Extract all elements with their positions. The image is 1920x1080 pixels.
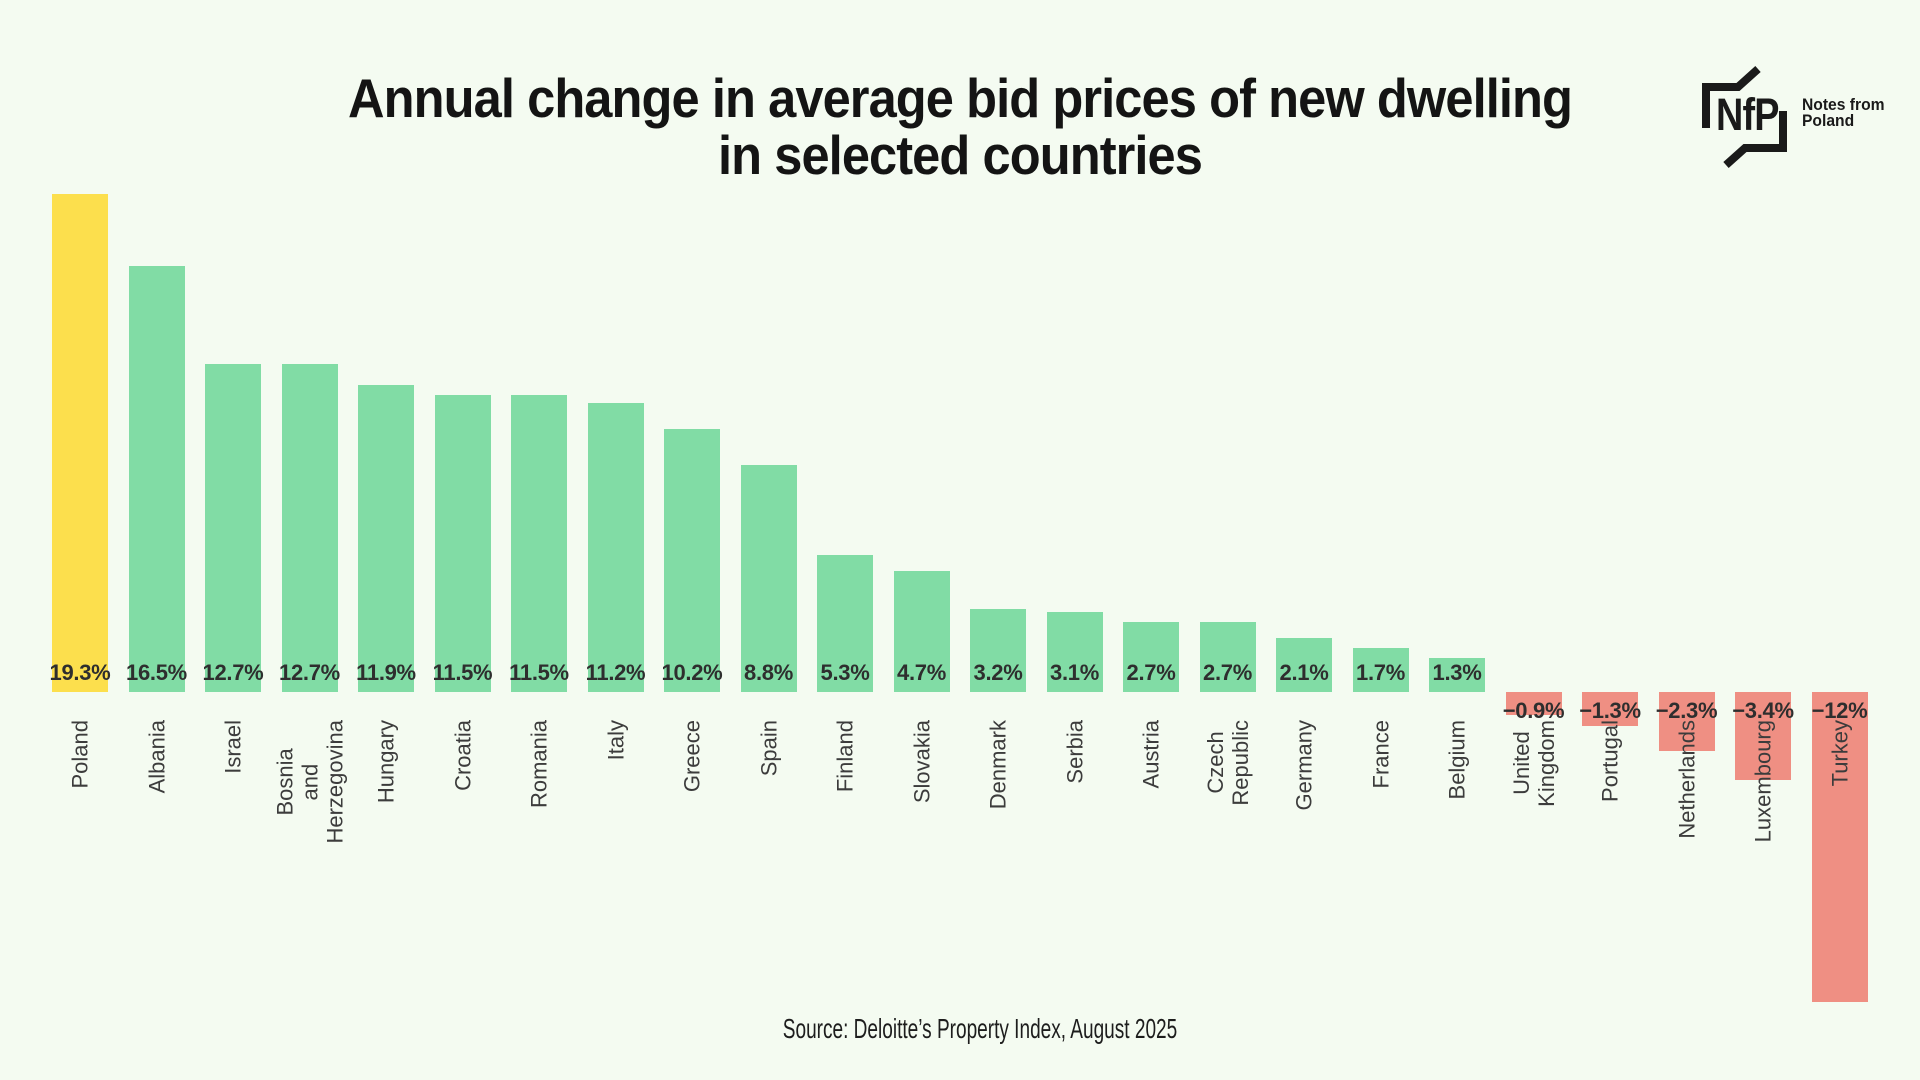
bar-albania — [128, 266, 185, 692]
bar-value-label-france: 1.7% — [1356, 660, 1405, 685]
bar-netherlands — [1658, 692, 1715, 751]
bar-value-label-luxembourg: −3.4% — [1732, 698, 1794, 723]
axis-label-poland: Poland — [67, 720, 93, 789]
axis-label-czech-republic: Czech Republic — [1202, 720, 1253, 806]
bar-value-label-austria: 2.7% — [1126, 660, 1176, 685]
axis-label-greece: Greece — [679, 720, 705, 793]
bar-israel — [205, 364, 261, 692]
axis-label-serbia: Serbia — [1062, 720, 1087, 784]
bar-romania — [511, 395, 567, 692]
bar-spain — [740, 465, 797, 692]
bar-value-label-netherlands: −2.3% — [1655, 698, 1718, 723]
bar-united-kingdom — [1505, 692, 1562, 715]
bar-value-label-hungary: 11.9% — [356, 660, 416, 685]
bar-italy — [587, 403, 644, 692]
bar-value-label-czech-republic: 2.7% — [1203, 660, 1252, 685]
bar-value-label-turkey: −12% — [1811, 698, 1868, 723]
bar-value-label-romania: 11.5% — [509, 660, 569, 685]
bar-value-label-israel: 12.7% — [202, 660, 264, 685]
nfp-logo-abbr: NfP — [1716, 89, 1779, 140]
bar-value-label-spain: 8.8% — [744, 660, 793, 685]
bar-value-label-albania: 16.5% — [126, 660, 187, 685]
bar-greece — [664, 429, 720, 692]
bar-france — [1352, 648, 1409, 692]
bar-turkey — [1811, 692, 1868, 1002]
axis-label-denmark: Denmark — [985, 720, 1011, 810]
bar-czech-republic — [1199, 622, 1256, 692]
axis-label-finland: Finland — [832, 720, 858, 793]
axis-label-portugal: Portugal — [1597, 720, 1623, 802]
chart-title: Annual change in average bid prices of n… — [348, 67, 1573, 186]
bar-germany — [1276, 638, 1332, 692]
axis-label-austria: Austria — [1138, 720, 1164, 789]
axis-label-netherlands: Netherlands — [1674, 720, 1699, 839]
nfp-logo-name: Notes from Poland — [1802, 95, 1885, 130]
axis-label-united-kingdom: United Kingdom — [1508, 720, 1559, 807]
bar-luxembourg — [1735, 692, 1791, 780]
axis-label-turkey: Turkey — [1827, 720, 1852, 787]
axis-label-italy: Italy — [603, 720, 628, 761]
axis-label-belgium: Belgium — [1444, 720, 1470, 800]
bar-belgium — [1429, 658, 1485, 692]
bar-value-label-italy: 11.2% — [585, 660, 646, 685]
bar-value-label-finland: 5.3% — [820, 660, 870, 685]
bar-austria — [1123, 622, 1179, 692]
axis-label-croatia: Croatia — [450, 720, 475, 791]
nfp-logo-brackets-icon — [1702, 66, 1787, 168]
bar-finland — [817, 555, 873, 692]
axis-label-germany: Germany — [1291, 720, 1317, 811]
bar-hungary — [358, 385, 414, 692]
bar-value-label-poland: 19.3% — [49, 660, 111, 685]
bar-portugal — [1582, 692, 1638, 726]
bar-denmark — [970, 609, 1026, 692]
axis-label-france: France — [1368, 720, 1393, 789]
axis-label-romania: Romania — [526, 720, 552, 809]
bar-value-label-portugal: −1.3% — [1579, 698, 1641, 723]
axis-label-spain: Spain — [756, 720, 781, 777]
bar-value-label-denmark: 3.2% — [973, 660, 1023, 685]
source-note: Source: Deloitte’s Property Index, Augus… — [782, 1013, 1178, 1044]
bar-value-label-bosnia-and-herzegovina: 12.7% — [279, 660, 340, 685]
bar-value-label-greece: 10.2% — [661, 660, 723, 685]
axis-label-luxembourg: Luxembourg — [1750, 720, 1776, 843]
axis-label-slovakia: Slovakia — [909, 720, 934, 804]
bar-slovakia — [893, 571, 950, 692]
bar-bosnia-and-herzegovina — [281, 364, 338, 692]
bar-serbia — [1046, 612, 1103, 692]
axis-label-israel: Israel — [220, 720, 246, 774]
axis-label-albania: Albania — [144, 720, 169, 794]
bar-value-label-croatia: 11.5% — [432, 660, 493, 685]
axis-label-hungary: Hungary — [373, 720, 399, 804]
bar-poland — [52, 194, 108, 692]
nfp-logo: NfP Notes from Poland — [1698, 56, 1908, 168]
bar-value-label-serbia: 3.1% — [1050, 660, 1099, 685]
bar-value-label-slovakia: 4.7% — [897, 660, 946, 685]
bar-value-label-germany: 2.1% — [1279, 660, 1329, 685]
axis-label-bosnia-and-herzegovina: Bosnia and Herzegovina — [272, 720, 347, 844]
bar-value-label-belgium: 1.3% — [1432, 660, 1482, 685]
bar-value-label-united-kingdom: −0.9% — [1502, 698, 1565, 723]
bar-croatia — [434, 395, 491, 692]
